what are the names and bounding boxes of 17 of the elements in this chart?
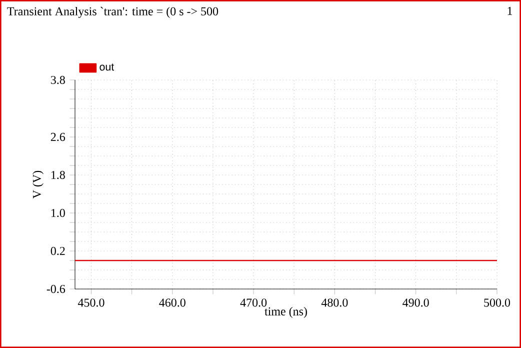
- chart-title: Transient Analysis `tran': time = (0 s -> 500: [7, 6, 218, 18]
- x-tick-label: 480.0: [321, 298, 348, 307]
- legend-label: out: [100, 64, 114, 71]
- y-tick-label: 1.8: [51, 170, 65, 180]
- y-tick-label: 2.6: [50, 132, 66, 142]
- y-tick-label: 1.0: [51, 208, 65, 218]
- y-tick-label: -0.6: [46, 284, 66, 294]
- y-tick-label: 0.2: [50, 246, 65, 256]
- x-tick-label: 460.0: [159, 298, 186, 307]
- y-tick-label: 3.8: [50, 76, 65, 84]
- y-axis-title: V (V): [32, 170, 44, 199]
- x-tick-label: 450.0: [78, 298, 104, 307]
- x-axis-title: time (ns): [264, 307, 307, 318]
- x-tick-label: 490.0: [402, 298, 429, 307]
- x-tick-label: 500.0: [484, 298, 510, 307]
- text: 1: [508, 6, 512, 15]
- x-tick-label: 470.0: [240, 298, 267, 307]
